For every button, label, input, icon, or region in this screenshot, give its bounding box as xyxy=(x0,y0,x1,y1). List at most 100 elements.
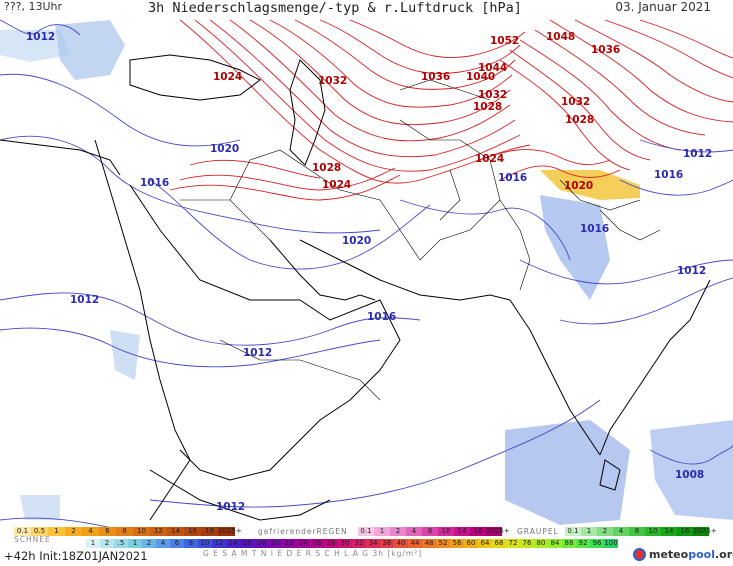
legend-total-cell: 52 xyxy=(436,539,450,548)
legend-total-cell: 48 xyxy=(422,539,436,548)
legend-total-cell: 56 xyxy=(450,539,464,548)
legend-freezing-cell: 2025+ xyxy=(486,527,510,536)
legend-total-cell: 22 xyxy=(282,539,296,548)
legend-total-cell: 6 xyxy=(170,539,184,548)
precip-patch-balkan xyxy=(0,30,70,62)
isobar-label: 1020 xyxy=(564,180,593,192)
legend-total-precip-scale: 1 2.5 1 2 4 6 8 10 12 14 16 18 20 22 24 26 28 30 32 34 36 40 4… xyxy=(86,539,618,548)
legend-total-cell: 72 xyxy=(506,539,520,548)
forecast-date: 03. Januar 2021 xyxy=(615,0,711,14)
legend-snow-label: SCHNEE xyxy=(14,535,51,544)
isobar-label: 1012 xyxy=(677,265,706,277)
country-borders xyxy=(180,79,661,401)
legend-graupel-cell: 14 xyxy=(661,527,677,536)
legend-snow-cell: 8 xyxy=(116,527,133,536)
legend-graupel-cell: 16 xyxy=(677,527,693,536)
isobar-label: 1024 xyxy=(322,179,351,191)
legend-snow-cell: 10 xyxy=(133,527,150,536)
precip-patch-redsea xyxy=(110,330,140,380)
precip-patch-horn xyxy=(20,495,60,520)
coast-iran-pakistan xyxy=(299,239,511,301)
isobar-label: 1020 xyxy=(342,235,371,247)
isobar-label: 1012 xyxy=(216,501,245,513)
map-title: 3h Niederschlagsmenge/-typ & r.Luftdruck… xyxy=(148,0,522,16)
isobar-labels-red: 1052 1048 1036 1044 1040 1036 1032 1024 … xyxy=(213,31,620,192)
legend-graupel-cell: 0.1 xyxy=(565,527,581,536)
isobar-label: 1016 xyxy=(498,172,527,184)
legend-total-cell: 36 xyxy=(380,539,394,548)
coast-red-sea-west xyxy=(94,139,191,521)
legend-freezing-cell: 8 xyxy=(422,527,438,536)
coast-gulf xyxy=(269,239,376,301)
legend-total-cell: 60 xyxy=(464,539,478,548)
legend-snow-cell: 14 xyxy=(167,527,184,536)
isobar-label: 1028 xyxy=(565,114,594,126)
isobar-label: 1040 xyxy=(466,71,495,83)
legend-total-cell: 20 xyxy=(268,539,282,548)
legend-snow-cell: 2025+ xyxy=(218,527,242,536)
precip-patch-himalaya-snow xyxy=(540,170,640,200)
legend-total-cell: 8 xyxy=(184,539,198,548)
legend-snow-cell: 1 xyxy=(48,527,65,536)
precip-patch-bengal xyxy=(540,195,610,300)
coast-sri-lanka xyxy=(599,459,621,491)
isobar-label: 1016 xyxy=(140,177,169,189)
legend-snow-cell: 4 xyxy=(82,527,99,536)
legend-snow-cell: 12 xyxy=(150,527,167,536)
isobar-label: 1032 xyxy=(318,75,347,87)
legend-total-cell: 28 xyxy=(324,539,338,548)
coast-india-east xyxy=(599,279,711,456)
forecast-weekday-hour: ???, 13Uhr xyxy=(4,0,63,13)
precip-patch-aegean xyxy=(55,20,125,80)
precip-patch-sri-lanka xyxy=(505,420,630,525)
legend-total-cell: 24 xyxy=(296,539,310,548)
isobar-label: 1036 xyxy=(421,71,450,83)
isobar-label: 1012 xyxy=(70,294,99,306)
coast-caspian xyxy=(289,59,326,166)
legend-total-cell: 96 xyxy=(590,539,604,548)
coast-arabia xyxy=(129,184,401,481)
coast-africa-horn xyxy=(149,469,331,521)
legend-graupel-cell: 4 xyxy=(613,527,629,536)
legend-total-cell: 44 xyxy=(408,539,422,548)
isobar-label: 1044 xyxy=(478,62,507,74)
isobar-label: 1016 xyxy=(654,169,683,181)
legend-graupel-cell: 8 xyxy=(629,527,645,536)
legend-total-cell: .5 xyxy=(114,539,128,548)
legend-total-cell: 84 xyxy=(548,539,562,548)
meteopool-logo-icon xyxy=(633,548,646,561)
coast-black-sea xyxy=(129,54,261,101)
isobar-label: 1048 xyxy=(546,31,575,43)
legend-snow-cell: 6 xyxy=(99,527,116,536)
legend-snow-cell: 18 xyxy=(201,527,218,536)
legend-total-cell: 16 xyxy=(240,539,254,548)
isobar-label: 1012 xyxy=(683,148,712,160)
legend-graupel-scale: 0.1 1 2 4 8 10 14 16 2025+ xyxy=(565,527,717,536)
logo-text-accent: pool xyxy=(688,548,715,561)
isobar-label: 1028 xyxy=(312,162,341,174)
isobars-blue xyxy=(0,19,733,531)
isobar-label: 1024 xyxy=(213,71,242,83)
legend-total-cell: 1 xyxy=(86,539,100,548)
legend-total-cell: 4 xyxy=(156,539,170,548)
legend-total-cell: 40 xyxy=(394,539,408,548)
isobar-labels-blue: 1012 1020 1016 1020 1016 1016 1012 1016 … xyxy=(26,31,712,513)
legend-freezing-rain-label: gefrierenderREGEN xyxy=(258,527,348,536)
model-run-info: +42h Init:18Z01JAN2021 xyxy=(4,549,148,563)
legend-freezing-cell: 4 xyxy=(406,527,422,536)
legend-graupel-label: GRAUPEL xyxy=(517,527,559,536)
legend-freezing-cell: 1 xyxy=(374,527,390,536)
legend-total-label: G E S A M T N I E D E R S C H L A G 3h [… xyxy=(203,549,423,558)
legend-freezing-cell: 16 xyxy=(470,527,486,536)
isobar-label: 1024 xyxy=(475,153,504,165)
isobar-label: 1036 xyxy=(591,44,620,56)
legend-total-cell: 2 xyxy=(100,539,114,548)
isobar-label: 1032 xyxy=(478,89,507,101)
legend-graupel-cell: 2 xyxy=(597,527,613,536)
isobar-label: 1032 xyxy=(561,96,590,108)
isobar-label: 1012 xyxy=(243,347,272,359)
legend-graupel-cell: 1 xyxy=(581,527,597,536)
logo-text-main: meteo xyxy=(649,548,689,561)
